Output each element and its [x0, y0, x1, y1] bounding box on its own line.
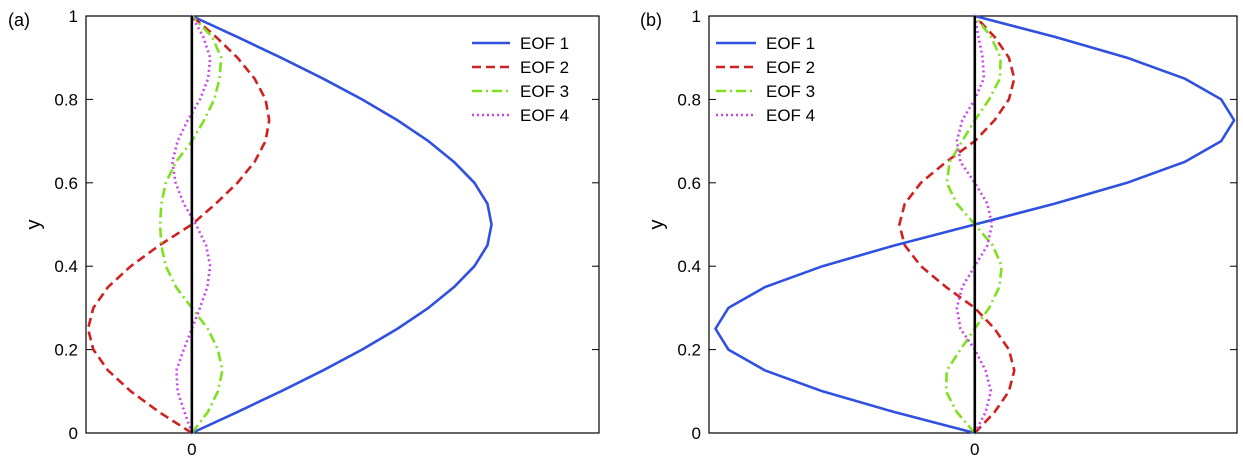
y-tick-label: 1 [69, 7, 78, 26]
legend: EOF 1 EOF 2 EOF 3 EOF 4 [716, 34, 815, 125]
legend-label-eof-1: EOF 1 [520, 34, 569, 53]
legend-label-eof-4: EOF 4 [520, 106, 569, 125]
x-tick-label: 0 [970, 440, 979, 459]
series-line-eof-2 [86, 15, 271, 435]
y-tick-label: 0.8 [54, 90, 78, 109]
panel-label: (b) [640, 10, 662, 30]
y-tick-label: 0 [69, 424, 78, 443]
y-tick-label: 0.8 [677, 90, 701, 109]
panel-label: (a) [8, 10, 30, 30]
series-line-eof-4 [955, 15, 994, 434]
panel-b: 0 0.2 0.4 0.6 0.8 1 0 y (b) EOF 1 EOF 2 EOF 3 EOF 4 [640, 7, 1238, 459]
legend-label-eof-3: EOF 3 [520, 82, 569, 101]
legend-label-eof-1: EOF 1 [766, 34, 815, 53]
legend-label-eof-2: EOF 2 [520, 58, 569, 77]
series-line-eof-2 [898, 15, 1016, 434]
y-tick-label: 0.2 [54, 341, 78, 360]
y-axis-label: y [23, 220, 45, 230]
panel-a: 0 0.2 0.4 0.6 0.8 1 0 y (a) EOF 1 EOF 2 EOF 3 EOF 4 [8, 7, 600, 459]
series-line-eof-1 [190, 14, 493, 435]
legend-label-eof-3: EOF 3 [766, 82, 815, 101]
y-tick-label: 0.4 [677, 257, 701, 276]
legend-label-eof-2: EOF 2 [766, 58, 815, 77]
y-axis-label: y [646, 220, 668, 230]
legend-label-eof-4: EOF 4 [766, 106, 815, 125]
y-tick-label: 0.6 [54, 174, 78, 193]
y-tick-label: 0.4 [54, 257, 78, 276]
y-tick-label: 0 [692, 424, 701, 443]
series-line-eof-3 [158, 15, 224, 434]
legend: EOF 1 EOF 2 EOF 3 EOF 4 [472, 34, 569, 125]
y-tick-label: 0.6 [677, 174, 701, 193]
y-tick-label: 1 [692, 7, 701, 26]
series-line-eof-4 [171, 15, 212, 434]
plot-area-a [85, 15, 600, 434]
x-tick-label: 0 [187, 440, 196, 459]
y-tick-label: 0.2 [677, 341, 701, 360]
